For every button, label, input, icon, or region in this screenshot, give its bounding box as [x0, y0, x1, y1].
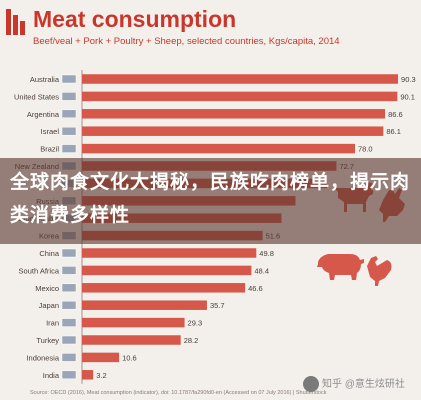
- watermark: 知乎 @意生炫研社: [303, 375, 405, 393]
- value-label: 48.4: [254, 266, 269, 275]
- value-label: 3.2: [96, 371, 106, 380]
- bar: [82, 265, 252, 276]
- chart-title: Meat consumption: [33, 6, 237, 32]
- headline-overlay: [0, 158, 421, 244]
- country-label: Brazil: [40, 145, 59, 154]
- rooster-icon: [367, 256, 392, 286]
- flag-icon-usa: [61, 92, 77, 101]
- bar: [82, 300, 207, 310]
- bar: [82, 143, 355, 154]
- bar: [82, 248, 257, 258]
- bar: [82, 335, 181, 345]
- flag-icon-japan: [61, 300, 77, 310]
- country-label: Indonesia: [26, 353, 59, 362]
- value-label: 90.3: [401, 75, 416, 84]
- country-label: South Africa: [19, 266, 60, 275]
- source-note: Source: OECD (2016), Meat consumption (i…: [30, 390, 327, 396]
- country-label: Mexico: [35, 284, 59, 293]
- bar: [82, 370, 94, 380]
- flag-icon-china: [61, 248, 77, 258]
- flag-icon-indonesia: [61, 353, 77, 362]
- value-label: 46.6: [248, 284, 263, 293]
- flag-icon-south-africa: [61, 266, 77, 275]
- value-label: 28.2: [184, 336, 199, 345]
- headline-text: 全球肉食文化大揭秘，民族吃肉榜单，揭示肉类消费多样性: [10, 171, 411, 226]
- chart-logo-icon: [6, 9, 25, 35]
- flag-icon-india: [61, 370, 77, 380]
- watermark-badge-icon: [303, 376, 319, 393]
- value-label: 35.7: [210, 301, 225, 310]
- country-label: China: [39, 249, 59, 258]
- bar: [82, 74, 399, 84]
- value-label: 78.0: [358, 145, 373, 154]
- bar: [82, 91, 398, 102]
- bar: [82, 109, 386, 119]
- value-label: 90.1: [400, 92, 415, 101]
- bar: [82, 317, 185, 328]
- country-label: Iran: [46, 319, 59, 328]
- bar: [82, 283, 246, 293]
- country-label: Australia: [30, 75, 60, 84]
- pig-icon: [317, 254, 364, 280]
- bar: [82, 352, 120, 363]
- value-label: 29.3: [188, 319, 203, 328]
- country-label: Argentina: [27, 110, 60, 119]
- country-label: Israel: [41, 127, 60, 136]
- country-label: Turkey: [36, 336, 59, 345]
- flag-icon-australia: [61, 74, 77, 84]
- value-label: 86.6: [388, 110, 403, 119]
- flag-icon-mexico: [61, 283, 77, 293]
- value-label: 10.6: [122, 353, 137, 362]
- chart-subtitle: Beef/veal + Pork + Poultry + Sheep, sele…: [33, 36, 340, 47]
- flag-icon-turkey: [61, 335, 77, 345]
- flag-icon-argentina: [61, 109, 77, 119]
- flag-icon-israel: [61, 126, 77, 136]
- watermark-text: 知乎 @意生炫研社: [322, 379, 405, 390]
- flag-icon-brazil: [61, 144, 77, 153]
- flag-icon-iran: [61, 318, 77, 327]
- value-label: 86.1: [386, 127, 401, 136]
- value-label: 49.8: [259, 249, 274, 258]
- country-label: India: [43, 371, 60, 380]
- country-label: United States: [14, 92, 59, 101]
- bar: [82, 126, 384, 136]
- country-label: Japan: [39, 301, 59, 310]
